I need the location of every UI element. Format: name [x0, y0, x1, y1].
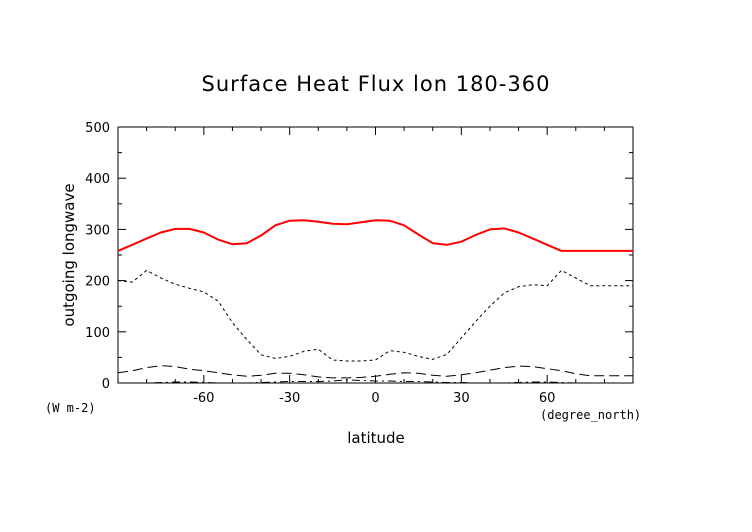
- y-tick-label: 200: [85, 275, 110, 290]
- plot-frame: [117, 126, 634, 384]
- x-tick-label: 30: [453, 391, 470, 406]
- x-axis-label: latitude: [347, 429, 405, 447]
- y-axis-ticks: 0 100 200 300 400 500: [85, 121, 633, 392]
- y-tick-label: 0: [102, 377, 110, 392]
- chart-title: Surface Heat Flux lon 180-360: [202, 72, 551, 96]
- series-line-3: [117, 365, 633, 379]
- series-line-2: [117, 269, 633, 362]
- y-units-label: (W m-2): [45, 401, 96, 415]
- x-axis-ticks: -60 -30 0 30 60: [117, 127, 634, 406]
- y-tick-label: 500: [85, 121, 110, 136]
- series-line-1: [117, 219, 633, 252]
- x-tick-label: 0: [371, 391, 379, 406]
- series-layer: [117, 219, 633, 384]
- y-axis-label: outgoing longwave: [60, 183, 78, 326]
- y-tick-label: 400: [85, 172, 110, 187]
- x-tick-label: -30: [279, 391, 300, 406]
- x-tick-label: -60: [193, 391, 214, 406]
- series-line-4: [118, 379, 633, 384]
- y-tick-label: 300: [85, 223, 110, 238]
- y-tick-label: 100: [85, 326, 110, 341]
- x-units-label: (degree_north): [540, 408, 641, 422]
- x-tick-label: 60: [539, 391, 556, 406]
